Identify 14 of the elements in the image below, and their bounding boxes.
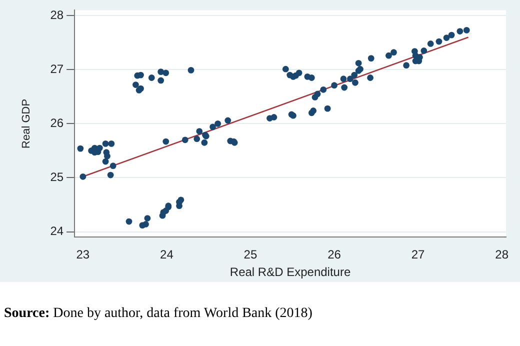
x-tick-label: 26 — [328, 248, 342, 262]
y-tick-label: 27 — [50, 62, 64, 76]
y-tick-label: 24 — [50, 224, 64, 238]
x-axis-title: Real R&D Expenditure — [230, 265, 351, 280]
x-tick-label: 23 — [76, 248, 90, 262]
x-tick-label: 27 — [411, 248, 426, 262]
y-axis-title: Real GDP — [20, 98, 33, 148]
source-note: Source: Done by author, data from World Bank (2018) — [4, 306, 314, 322]
x-tick-label: 28 — [495, 248, 509, 262]
y-tick-label: 26 — [50, 116, 64, 130]
x-tick-label: 24 — [160, 248, 174, 262]
y-tick-label: 28 — [50, 8, 64, 22]
x-tick-label: 25 — [244, 248, 258, 262]
y-tick-label: 25 — [50, 170, 64, 184]
